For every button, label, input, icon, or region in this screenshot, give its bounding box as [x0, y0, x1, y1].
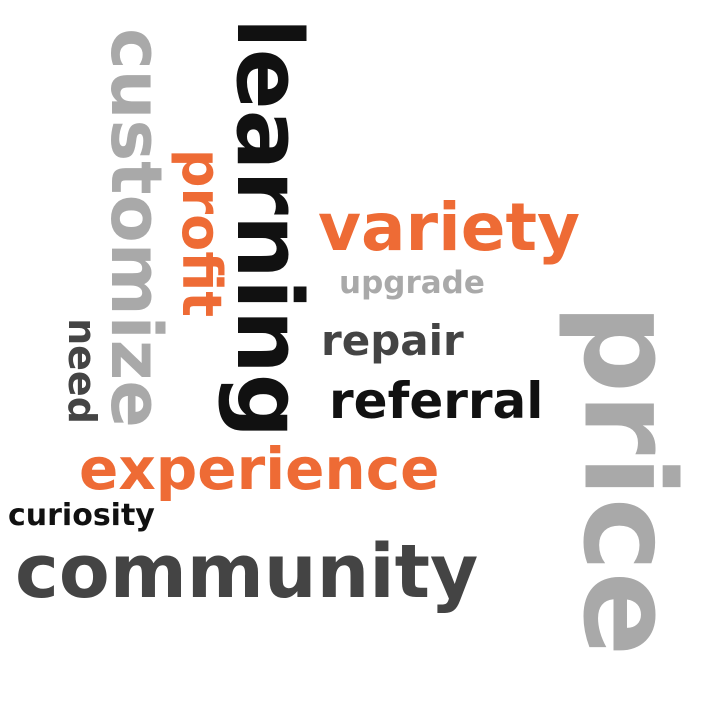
word-repair: repair	[321, 316, 464, 365]
word-customize: customize	[95, 28, 177, 428]
word-learning: learning	[216, 17, 321, 439]
word-curiosity: curiosity	[8, 498, 155, 533]
word-variety: variety	[318, 189, 581, 266]
word-need: need	[60, 318, 104, 424]
word-community: community	[15, 529, 479, 615]
word-experience: experience	[79, 435, 440, 503]
word-upgrade: upgrade	[339, 265, 485, 301]
word-referral: referral	[329, 372, 544, 430]
word-price: price	[555, 303, 701, 657]
word-profit: profit	[170, 148, 233, 318]
